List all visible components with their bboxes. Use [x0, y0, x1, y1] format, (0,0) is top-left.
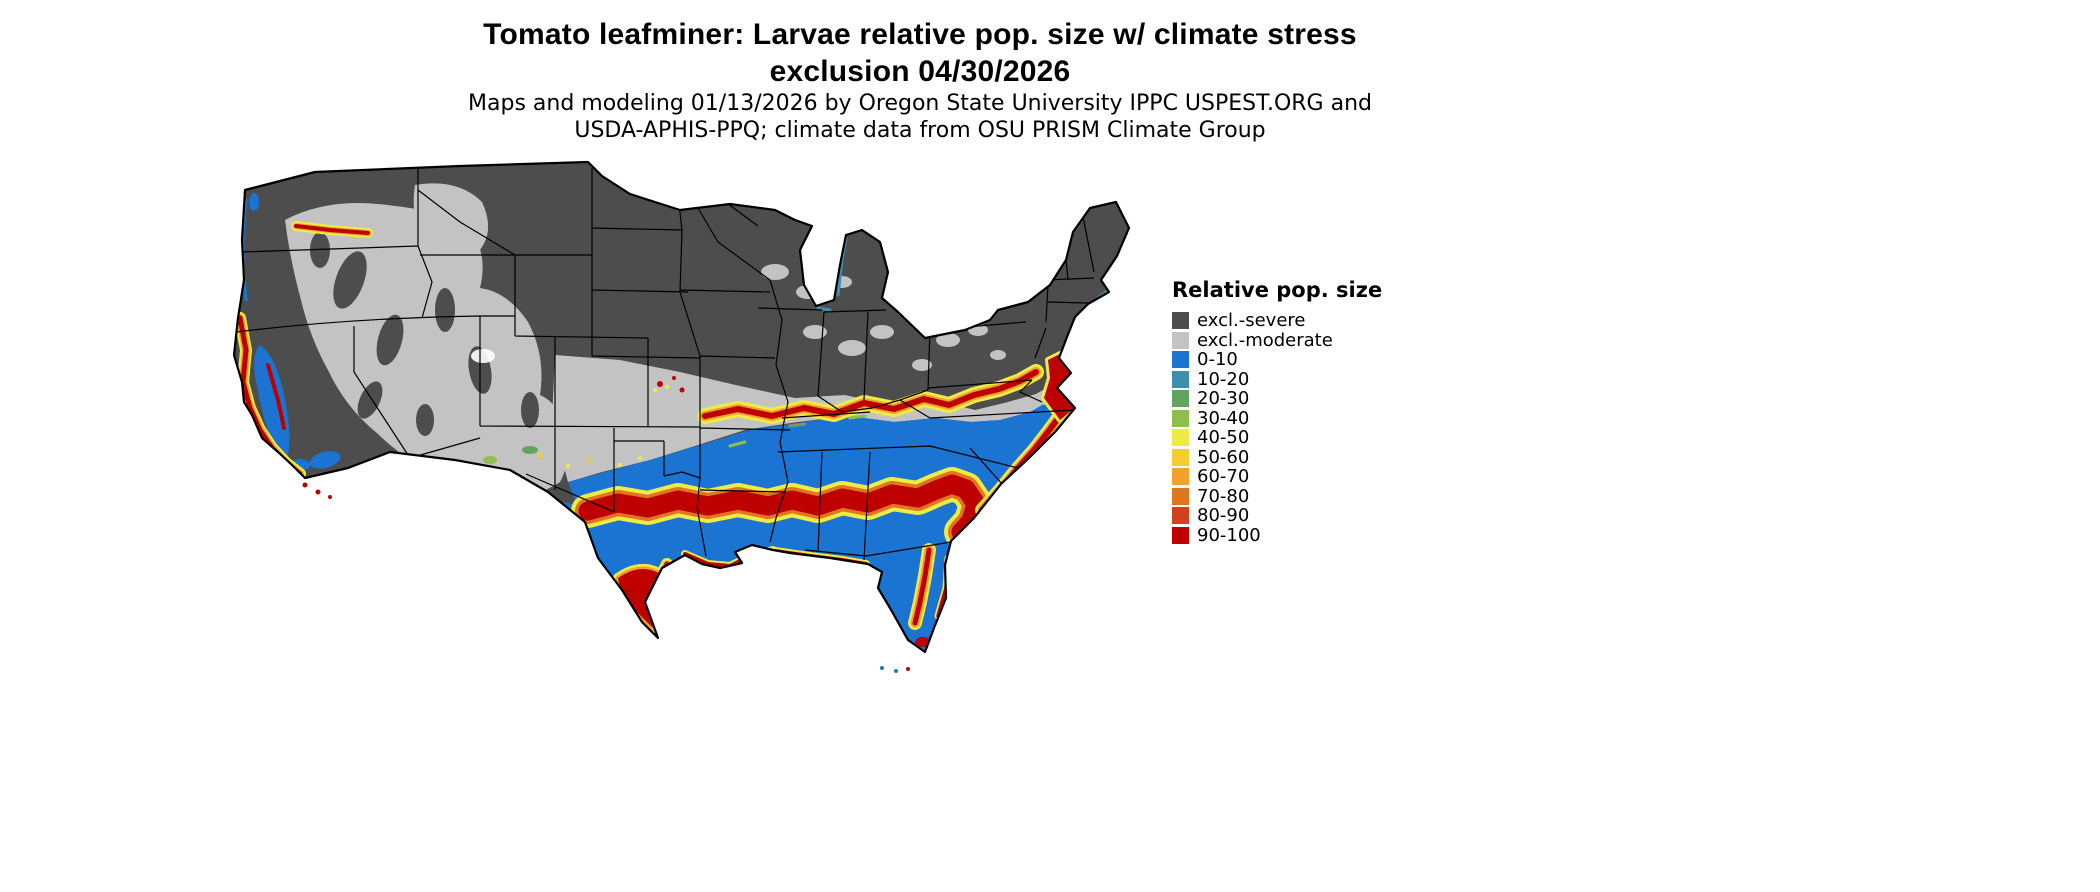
legend-item: 60-70: [1172, 466, 1382, 488]
credit-line-1: Maps and modeling 01/13/2026 by Oregon S…: [468, 91, 1372, 116]
great-salt-lake: [471, 349, 495, 363]
credit-line-2: USDA-APHIS-PPQ; climate data from OSU PR…: [574, 118, 1266, 143]
us-map-svg: [232, 160, 1131, 673]
legend-item: 40-50: [1172, 427, 1382, 449]
legend-label: 50-60: [1197, 446, 1250, 468]
title-line-2: exclusion 04/30/2026: [769, 55, 1071, 88]
legend-swatch: [1172, 351, 1189, 369]
legend-swatch: [1172, 409, 1189, 427]
legend: Relative pop. size excl.-severe excl.-mod…: [1172, 278, 1383, 546]
offshore-islands: [302, 482, 910, 673]
legend-item: 90-100: [1172, 524, 1382, 546]
legend-swatch: [1172, 429, 1189, 447]
us-choropleth-map: [230, 160, 1160, 680]
legend-label: 80-90: [1197, 505, 1250, 527]
legend-item: 0-10: [1172, 349, 1382, 371]
legend-item: excl.-moderate: [1172, 329, 1382, 351]
legend-swatch: [1172, 331, 1189, 349]
legend-item: 10-20: [1172, 368, 1382, 390]
legend-label: 70-80: [1197, 485, 1250, 507]
map-credits: Maps and modeling 01/13/2026 by Oregon S…: [320, 90, 1520, 144]
legend-label: 10-20: [1197, 368, 1250, 390]
legend-label: 20-30: [1197, 388, 1250, 410]
legend-item: 50-60: [1172, 446, 1382, 468]
legend-label: excl.-severe: [1197, 310, 1306, 332]
legend-items: excl.-severe excl.-moderate 0-10 10-20 20-30…: [1172, 310, 1382, 546]
legend-swatch: [1172, 390, 1189, 408]
map-title: Tomato leafminer: Larvae relative pop. s…: [320, 16, 1520, 90]
map-layers: [234, 162, 1129, 652]
legend-label: 90-100: [1197, 524, 1261, 546]
legend-label: 40-50: [1197, 427, 1250, 449]
legend-swatch: [1172, 312, 1189, 330]
legend-item: excl.-severe: [1172, 310, 1382, 332]
legend-label: 0-10: [1197, 349, 1238, 371]
legend-swatch: [1172, 448, 1189, 466]
legend-item: 80-90: [1172, 505, 1382, 527]
legend-swatch: [1172, 487, 1189, 505]
title-line-1: Tomato leafminer: Larvae relative pop. s…: [483, 18, 1357, 51]
legend-swatch: [1172, 526, 1189, 544]
legend-label: excl.-moderate: [1197, 329, 1333, 351]
legend-item: 70-80: [1172, 485, 1382, 507]
legend-item: 20-30: [1172, 388, 1382, 410]
legend-swatch: [1172, 507, 1189, 525]
legend-swatch: [1172, 370, 1189, 388]
legend-label: 30-40: [1197, 407, 1250, 429]
legend-item: 30-40: [1172, 407, 1382, 429]
legend-label: 60-70: [1197, 466, 1250, 488]
legend-swatch: [1172, 468, 1189, 486]
legend-title: Relative pop. size: [1172, 278, 1383, 302]
